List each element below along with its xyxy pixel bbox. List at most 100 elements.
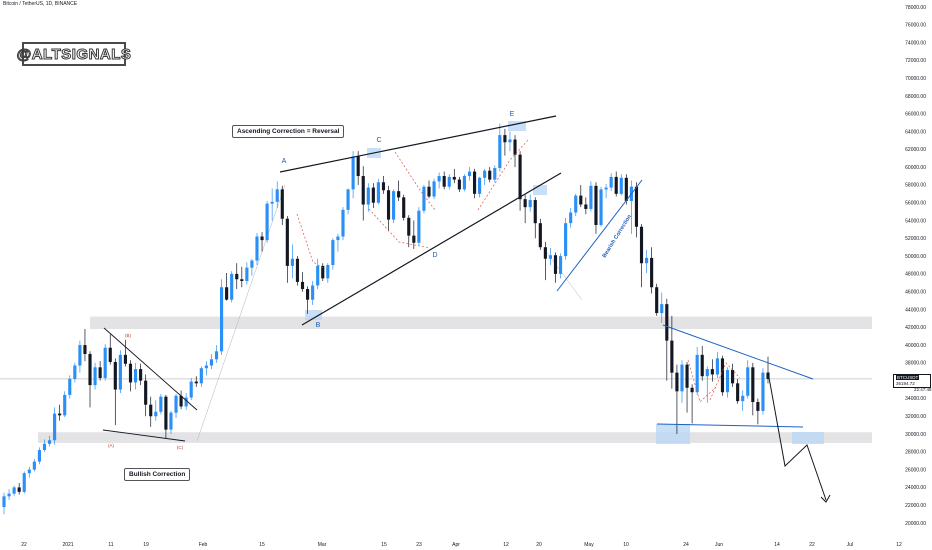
wave-label: E bbox=[510, 111, 515, 118]
candle-body bbox=[392, 191, 396, 220]
highlight-box bbox=[656, 424, 690, 444]
candle-body bbox=[12, 487, 16, 494]
last-price: 36194.72 bbox=[896, 381, 915, 386]
candle-body bbox=[579, 195, 583, 205]
x-tick-label: 11 bbox=[108, 542, 113, 548]
candle-body bbox=[32, 461, 36, 470]
candle-body bbox=[47, 440, 52, 444]
x-tick-label: 24 bbox=[683, 542, 689, 548]
candle-body bbox=[250, 260, 254, 268]
wave-label: A bbox=[282, 158, 287, 165]
candle-body bbox=[240, 279, 244, 282]
triangle-lower-line bbox=[656, 423, 804, 428]
candle-body bbox=[756, 402, 760, 411]
candle-body bbox=[331, 240, 335, 265]
x-tick-label: May bbox=[584, 542, 594, 548]
candle-body bbox=[584, 204, 588, 209]
candle-body bbox=[493, 168, 497, 180]
candle-body bbox=[483, 170, 487, 178]
candle-body bbox=[2, 496, 6, 507]
y-tick-label: 74000.00 bbox=[905, 40, 926, 46]
candle-body bbox=[209, 359, 214, 366]
candlestick-series bbox=[2, 123, 770, 515]
candle-body bbox=[467, 171, 472, 177]
candle-body bbox=[412, 235, 416, 243]
chart-overlays: A B C D E (A) (B) (C) Bearish Correction bbox=[102, 111, 831, 503]
candle-body bbox=[589, 185, 593, 209]
wave-label: D bbox=[432, 252, 437, 259]
candle-body bbox=[225, 287, 229, 300]
highlight-box bbox=[792, 432, 824, 444]
x-tick-label: 15 bbox=[381, 542, 387, 548]
candle-body bbox=[665, 304, 669, 341]
y-tick-label: 60000.00 bbox=[905, 165, 926, 171]
highlight-box bbox=[533, 185, 547, 195]
y-tick-label: 44000.00 bbox=[905, 307, 926, 313]
candle-body bbox=[321, 265, 325, 279]
x-tick-label: 23 bbox=[416, 542, 422, 548]
candle-body bbox=[255, 236, 259, 261]
candle-body bbox=[725, 369, 730, 393]
candle-body bbox=[705, 369, 709, 377]
y-tick-label: 76000.00 bbox=[905, 23, 926, 29]
chart-title: Bitcoin / TetherUS, 1D, BINANCE bbox=[3, 1, 78, 7]
support-zone bbox=[90, 316, 872, 330]
candle-body bbox=[275, 189, 279, 202]
candle-body bbox=[386, 190, 391, 220]
candle-body bbox=[680, 364, 684, 392]
candle-body bbox=[174, 395, 178, 413]
x-tick-label: 22 bbox=[809, 542, 815, 548]
x-tick-label: Jun bbox=[715, 542, 723, 548]
candle-body bbox=[78, 345, 82, 366]
candle-body bbox=[290, 258, 294, 266]
candle-body bbox=[513, 139, 517, 155]
candle-body bbox=[346, 189, 350, 210]
candle-body bbox=[230, 273, 234, 300]
y-tick-label: 34000.00 bbox=[905, 396, 926, 402]
candle-body bbox=[139, 369, 143, 381]
candle-body bbox=[68, 378, 72, 395]
candle-body bbox=[751, 367, 755, 403]
candle-body bbox=[634, 186, 639, 227]
bullish-flag-upper-line bbox=[103, 327, 198, 411]
candle-body bbox=[169, 412, 173, 430]
guide-line bbox=[196, 184, 286, 442]
candle-body bbox=[437, 176, 441, 182]
candle-body bbox=[660, 304, 664, 314]
y-tick-label: 64000.00 bbox=[905, 129, 926, 135]
candle-body bbox=[690, 387, 694, 393]
wave-label: B bbox=[316, 322, 321, 329]
y-tick-label: 38000.00 bbox=[905, 361, 926, 367]
candle-body bbox=[128, 363, 133, 383]
sub-wave-path bbox=[477, 139, 529, 211]
candle-body bbox=[316, 265, 320, 286]
candle-body bbox=[604, 187, 608, 190]
x-tick-label: Feb bbox=[199, 542, 208, 548]
candle-body bbox=[17, 487, 21, 492]
candle-body bbox=[574, 195, 578, 213]
y-tick-label: 66000.00 bbox=[905, 112, 926, 118]
support-zone bbox=[38, 432, 872, 443]
x-tick-label: 14 bbox=[774, 542, 780, 548]
candle-body bbox=[326, 265, 330, 279]
candle-body bbox=[538, 223, 542, 248]
candle-body bbox=[397, 191, 401, 198]
symbol-label: BTCUSDT bbox=[896, 375, 920, 380]
candle-body bbox=[761, 372, 765, 411]
candle-body bbox=[144, 380, 148, 405]
y-tick-label: 24000.00 bbox=[905, 485, 926, 491]
candle-body bbox=[533, 200, 537, 224]
y-tick-label: 26000.00 bbox=[905, 467, 926, 473]
y-tick-label: 58000.00 bbox=[905, 183, 926, 189]
candle-body bbox=[518, 154, 522, 200]
candle-body bbox=[731, 369, 735, 384]
x-tick-label: 2021 bbox=[62, 542, 73, 548]
x-tick-label: 12 bbox=[503, 542, 509, 548]
x-tick-label: 20 bbox=[536, 542, 542, 548]
y-tick-label: 56000.00 bbox=[905, 201, 926, 207]
sub-wave-path bbox=[709, 362, 741, 401]
candle-body bbox=[523, 199, 527, 208]
wave-label: C bbox=[376, 137, 381, 144]
candle-body bbox=[133, 369, 138, 383]
